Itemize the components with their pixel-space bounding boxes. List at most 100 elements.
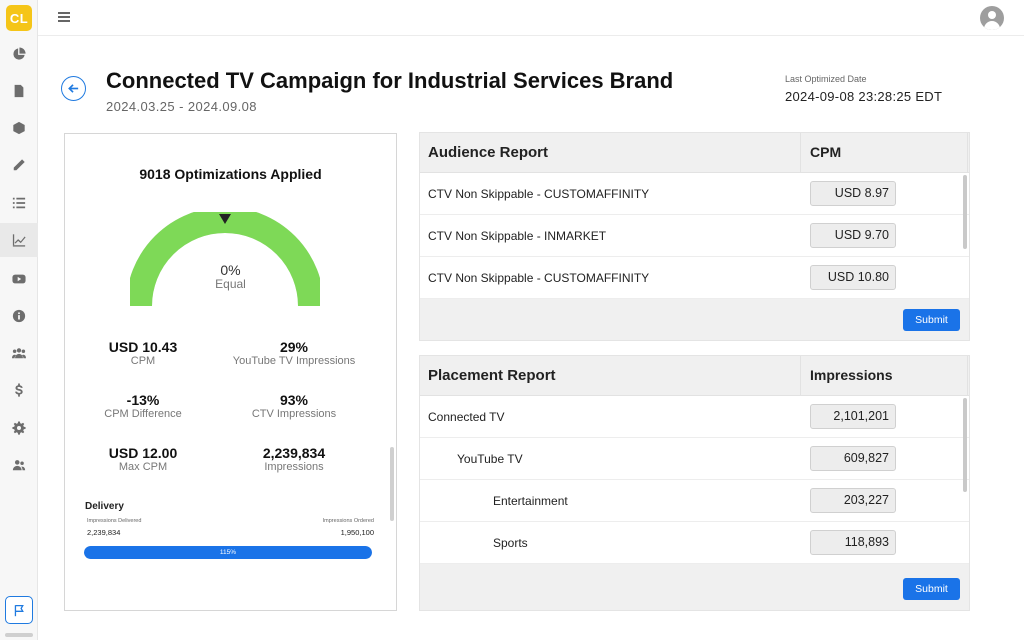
impressions-value[interactable]: 2,101,201 bbox=[810, 404, 896, 429]
pie-chart-icon bbox=[13, 47, 26, 60]
table-row: Sports 118,893 bbox=[420, 522, 969, 564]
last-optimized-label: Last Optimized Date bbox=[785, 74, 867, 84]
gauge-label: Equal bbox=[215, 277, 246, 291]
audience-report-cpm-header: CPM bbox=[810, 144, 842, 160]
stat-value: 29% bbox=[279, 339, 309, 355]
stat-label: YouTube TV Impressions bbox=[232, 355, 356, 367]
users-icon bbox=[12, 348, 26, 359]
line-chart-icon bbox=[12, 234, 26, 247]
placement-name[interactable]: Connected TV bbox=[428, 410, 505, 424]
table-row: YouTube TV 609,827 bbox=[420, 438, 969, 480]
user-avatar-icon[interactable] bbox=[980, 6, 1004, 30]
placement-name[interactable]: YouTube TV bbox=[457, 452, 523, 466]
delivery-progress-fill bbox=[84, 546, 372, 559]
stat-label: CPM Difference bbox=[104, 408, 182, 420]
gauge-marker-icon bbox=[219, 214, 231, 224]
sidebar-item-list[interactable] bbox=[0, 186, 38, 220]
stat-max-cpm: USD 12.00 Max CPM bbox=[68, 445, 218, 474]
cpm-input[interactable]: USD 10.80 bbox=[810, 265, 896, 290]
sidebar-item-billing[interactable] bbox=[0, 373, 38, 407]
sidebar-item-settings[interactable] bbox=[0, 411, 38, 445]
audience-report-title: Audience Report bbox=[428, 144, 549, 161]
cube-icon bbox=[13, 121, 25, 135]
audience-name: CTV Non Skippable - INMARKET bbox=[428, 229, 607, 243]
placement-report-impressions-header: Impressions bbox=[810, 367, 893, 383]
gauge-percent: 0% bbox=[220, 262, 241, 278]
pencil-icon bbox=[13, 159, 25, 171]
stat-impressions: 2,239,834 Impressions bbox=[218, 445, 370, 474]
table-row: Connected TV 2,101,201 bbox=[420, 396, 969, 438]
delivery-progress-bar: 115% bbox=[84, 546, 372, 559]
last-optimized-value: 2024-09-08 23:28:25 EDT bbox=[785, 89, 943, 104]
ordered-value: 1,950,100 bbox=[340, 528, 374, 537]
placement-scrollbar[interactable] bbox=[963, 398, 967, 492]
audience-report-header: Audience Report CPM bbox=[420, 133, 969, 173]
ordered-label: Impressions Ordered bbox=[322, 518, 374, 524]
table-row: CTV Non Skippable - CUSTOMAFFINITY USD 8… bbox=[420, 173, 969, 215]
cpm-input[interactable]: USD 8.97 bbox=[810, 181, 896, 206]
placement-report-header: Placement Report Impressions bbox=[420, 356, 969, 396]
video-icon bbox=[12, 274, 26, 284]
sidebar-item-products[interactable] bbox=[0, 111, 38, 145]
placement-submit-button[interactable]: Submit bbox=[903, 578, 960, 600]
page-title: Connected TV Campaign for Industrial Ser… bbox=[106, 68, 674, 93]
stat-label: Max CPM bbox=[118, 461, 168, 473]
stat-label: CTV Impressions bbox=[251, 408, 337, 420]
list-icon bbox=[12, 197, 26, 209]
flag-button[interactable] bbox=[5, 596, 33, 624]
delivery-progress-text: 115% bbox=[219, 549, 237, 556]
placement-report: Placement Report Impressions Connected T… bbox=[419, 355, 970, 611]
sidebar-item-edit[interactable] bbox=[0, 148, 38, 182]
sidebar-item-documents[interactable] bbox=[0, 74, 38, 108]
impressions-value[interactable]: 203,227 bbox=[810, 488, 896, 513]
table-row: CTV Non Skippable - CUSTOMAFFINITY USD 1… bbox=[420, 257, 969, 299]
impressions-value[interactable]: 609,827 bbox=[810, 446, 896, 471]
placement-report-title: Placement Report bbox=[428, 367, 556, 384]
stat-label: Impressions bbox=[264, 461, 324, 473]
top-bar bbox=[38, 0, 1024, 36]
sidebar-item-users[interactable] bbox=[0, 336, 38, 370]
placement-report-rows: Connected TV 2,101,201 YouTube TV 609,82… bbox=[420, 396, 969, 564]
audience-name: CTV Non Skippable - CUSTOMAFFINITY bbox=[428, 271, 650, 285]
summary-card: 9018 Optimizations Applied 0% Equal USD … bbox=[64, 133, 397, 611]
stat-value: 2,239,834 bbox=[262, 445, 326, 461]
document-icon bbox=[14, 84, 24, 98]
app-logo[interactable]: CL bbox=[6, 5, 32, 31]
placement-name[interactable]: Sports bbox=[493, 536, 528, 550]
stat-value: USD 10.43 bbox=[108, 339, 178, 355]
stat-value: 93% bbox=[279, 392, 309, 408]
audience-report-rows: CTV Non Skippable - CUSTOMAFFINITY USD 8… bbox=[420, 173, 969, 299]
audience-name: CTV Non Skippable - CUSTOMAFFINITY bbox=[428, 187, 650, 201]
stat-youtube-tv-impressions: 29% YouTube TV Impressions bbox=[218, 339, 370, 368]
sidebar-item-info[interactable] bbox=[0, 299, 38, 333]
audience-submit-button[interactable]: Submit bbox=[903, 309, 960, 331]
impressions-value[interactable]: 118,893 bbox=[810, 530, 896, 555]
menu-icon[interactable] bbox=[58, 12, 70, 22]
sidebar: CL bbox=[0, 0, 38, 640]
sidebar-item-dashboard[interactable] bbox=[0, 37, 38, 71]
stat-cpm: USD 10.43 CPM bbox=[68, 339, 218, 368]
stat-value: USD 12.00 bbox=[108, 445, 178, 461]
arrow-left-icon bbox=[68, 84, 79, 93]
sidebar-item-videos[interactable] bbox=[0, 262, 38, 296]
placement-name[interactable]: Entertainment bbox=[493, 494, 568, 508]
table-row: CTV Non Skippable - INMARKET USD 9.70 bbox=[420, 215, 969, 257]
back-button[interactable] bbox=[61, 76, 86, 101]
audience-scrollbar[interactable] bbox=[963, 175, 967, 249]
summary-scrollbar[interactable] bbox=[390, 447, 394, 521]
optimization-gauge bbox=[130, 212, 320, 307]
audience-report: Audience Report CPM CTV Non Skippable - … bbox=[419, 132, 970, 341]
delivered-value: 2,239,834 bbox=[87, 528, 121, 537]
sidebar-item-team[interactable] bbox=[0, 448, 38, 482]
sidebar-item-analytics[interactable] bbox=[0, 223, 38, 257]
table-row: Entertainment 203,227 bbox=[420, 480, 969, 522]
cpm-input[interactable]: USD 9.70 bbox=[810, 223, 896, 248]
flag-icon bbox=[14, 604, 24, 616]
gear-icon bbox=[12, 421, 26, 435]
date-range: 2024.03.25 - 2024.09.08 bbox=[106, 99, 257, 114]
sidebar-scrollbar[interactable] bbox=[5, 633, 33, 637]
info-icon bbox=[12, 309, 26, 323]
user-group-icon bbox=[12, 460, 26, 471]
stat-label: CPM bbox=[130, 355, 156, 367]
delivered-label: Impressions Delivered bbox=[87, 518, 142, 524]
